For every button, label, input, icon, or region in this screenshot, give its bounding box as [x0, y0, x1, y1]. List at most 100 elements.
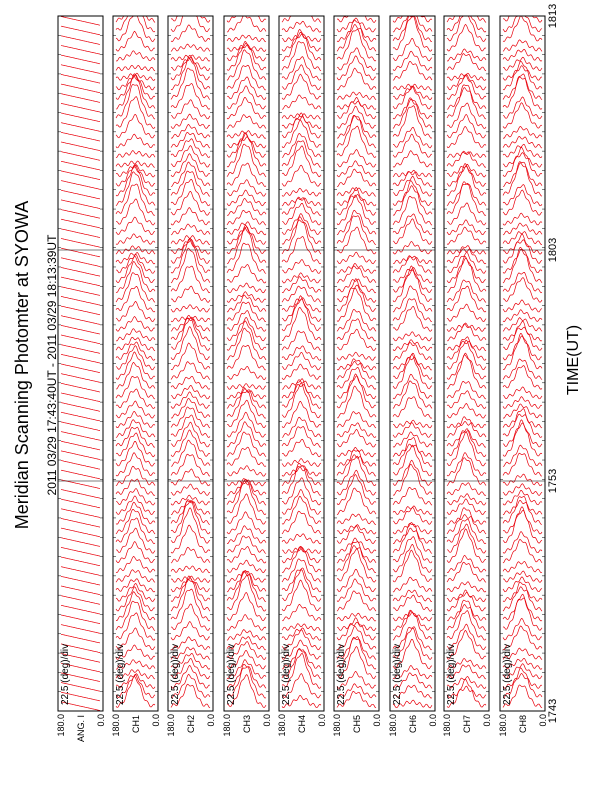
trace-line — [170, 15, 211, 23]
trace-line — [170, 170, 211, 197]
trace-line — [115, 254, 156, 274]
trace-line — [170, 494, 211, 506]
trace-line — [226, 636, 267, 651]
trace-line — [281, 272, 322, 284]
trace-line — [502, 222, 543, 236]
scale-label: 22.5 (deg)/div — [115, 644, 126, 705]
chart-subtitle: 2011 03/29 17:43:40UT - 2011 03/29 18:13… — [45, 234, 59, 496]
trace-line — [281, 567, 322, 593]
trace-line — [336, 19, 377, 52]
trace-group — [170, 15, 211, 709]
trace-line — [502, 152, 543, 168]
trace-line — [170, 317, 211, 351]
trace-line — [281, 94, 322, 110]
trace-line — [503, 667, 543, 699]
trace-line — [336, 284, 377, 303]
trace-line — [446, 251, 487, 274]
trace-line — [392, 356, 433, 371]
trace-line — [282, 28, 322, 62]
trace-line — [226, 136, 267, 149]
trace-line — [226, 242, 267, 274]
trace-line — [60, 35, 101, 45]
y-tick-label: 0.0 — [262, 714, 272, 727]
trace-line — [392, 169, 433, 188]
trace-line — [170, 190, 211, 216]
trace-line — [170, 646, 211, 660]
trace-line — [115, 150, 156, 159]
trace-line — [446, 336, 487, 361]
trace-line — [281, 259, 322, 274]
trace-line — [170, 223, 211, 236]
y-tick-label: 180.0 — [277, 714, 287, 737]
panel-ch5: 22.5 (deg)/div 180.0 0.0 CH5 — [332, 15, 382, 737]
trace-line — [226, 411, 267, 438]
trace-line — [170, 657, 211, 679]
trace-line — [446, 114, 487, 139]
trace-line — [115, 659, 156, 670]
y-tick-label: 180.0 — [442, 714, 452, 737]
trace-line — [170, 439, 211, 467]
trace-line — [336, 670, 377, 689]
trace-line — [60, 440, 101, 451]
trace-line — [392, 352, 433, 380]
trace-line — [115, 164, 156, 187]
trace-line — [226, 570, 267, 602]
trace-line — [392, 521, 433, 535]
trace-line — [170, 421, 211, 448]
trace-line — [60, 662, 101, 673]
trace-group — [60, 16, 101, 711]
trace-line — [392, 684, 433, 699]
trace-line — [281, 276, 322, 294]
trace-line — [170, 99, 211, 120]
trace-line — [115, 336, 156, 352]
trace-line — [502, 422, 543, 448]
trace-line — [226, 40, 267, 71]
x-axis-label: TIME(UT) — [565, 325, 582, 395]
scale-label: 22.5 (deg)/div — [60, 644, 71, 705]
trace-line — [336, 28, 377, 62]
trace-line — [336, 187, 377, 197]
trace-line — [446, 581, 487, 593]
trace-line — [502, 597, 543, 622]
trace-line — [502, 452, 543, 477]
trace-line — [392, 61, 433, 81]
trace-line — [115, 400, 156, 419]
scale-label: 22.5 (deg)/div — [502, 644, 513, 705]
trace-line — [392, 269, 433, 294]
trace-line — [226, 133, 267, 158]
trace-line — [115, 586, 156, 612]
scale-label: 22.5 (deg)/div — [336, 644, 347, 705]
trace-line — [392, 298, 433, 323]
trace-line — [226, 291, 267, 303]
trace-line — [281, 187, 322, 197]
trace-line — [60, 103, 101, 113]
panel-ch3: 22.5 (deg)/div 180.0 0.0 CH3 — [222, 15, 272, 737]
trace-line — [170, 24, 211, 43]
trace-line — [336, 617, 377, 641]
trace-line — [502, 15, 543, 43]
trace-line — [336, 612, 377, 622]
trace-line — [392, 594, 433, 612]
trace-line — [170, 342, 211, 371]
trace-line — [170, 238, 211, 264]
trace-line — [446, 678, 487, 708]
trace-line — [226, 666, 267, 699]
trace-line — [226, 399, 267, 429]
trace-line — [281, 466, 322, 477]
trace-line — [502, 663, 543, 680]
trace-line — [281, 345, 322, 361]
trace-line — [336, 55, 377, 81]
trace-line — [502, 60, 543, 91]
trace-line — [336, 215, 377, 245]
trace-line — [336, 487, 377, 516]
trace-line — [281, 545, 321, 564]
trace-line — [281, 351, 322, 371]
trace-line — [170, 483, 211, 496]
trace-line — [502, 189, 543, 216]
y-tick-label: 180.0 — [498, 714, 508, 737]
channel-label: CH4 — [297, 715, 307, 733]
trace-line — [392, 105, 433, 139]
trace-line — [446, 623, 487, 651]
trace-line — [60, 469, 101, 480]
